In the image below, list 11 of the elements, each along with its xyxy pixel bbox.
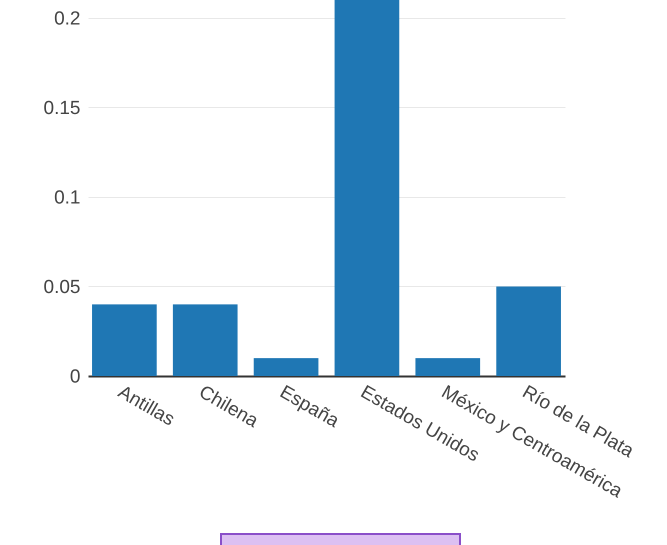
bar xyxy=(172,304,238,376)
bar xyxy=(496,286,561,376)
y-tick-label: 0 xyxy=(70,366,80,388)
y-tick-label: 0.15 xyxy=(44,98,80,119)
bar xyxy=(415,358,480,376)
y-tick-label: 0.2 xyxy=(54,8,80,30)
bar xyxy=(92,304,157,376)
bar xyxy=(334,0,400,376)
bar xyxy=(254,358,318,376)
y-tick-label: 0.05 xyxy=(44,276,80,298)
y-tick-label: 0.1 xyxy=(54,187,80,208)
